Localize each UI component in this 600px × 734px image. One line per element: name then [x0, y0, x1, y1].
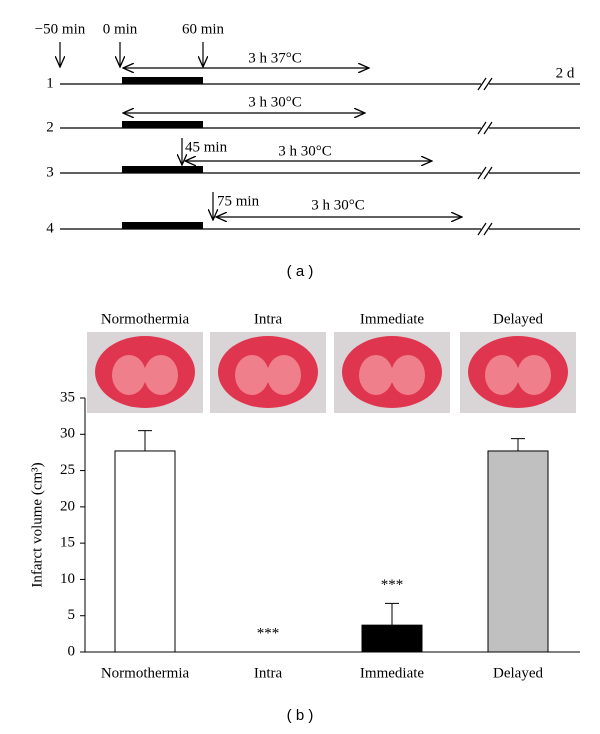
slice-image	[391, 355, 425, 395]
start-label: 45 min	[185, 139, 228, 155]
x-tick-label: Delayed	[493, 665, 543, 681]
significance: ***	[381, 577, 404, 593]
y-tick-label: 0	[68, 643, 76, 659]
x-tick-label: Immediate	[360, 665, 424, 681]
row-label: 2	[46, 119, 54, 135]
duration: 3 h 37°C	[248, 50, 302, 66]
time-label: 0 min	[103, 21, 138, 37]
duration: 3 h 30°C	[311, 197, 365, 213]
image-label: Intra	[254, 311, 283, 327]
slice-image	[112, 355, 146, 395]
panel-a: −50 min 0 min 60 min 1 3 h 37°C 2 d 2 3 …	[35, 21, 580, 280]
bar	[114, 450, 176, 653]
y-tick-label: 30	[60, 426, 75, 442]
slice-image	[267, 355, 301, 395]
duration: 3 h 30°C	[248, 94, 302, 110]
row-label: 1	[46, 75, 54, 91]
duration: 3 h 30°C	[278, 143, 332, 159]
y-tick-label: 25	[60, 462, 75, 478]
bar	[487, 450, 549, 653]
row-label: 4	[46, 220, 54, 236]
slice-image	[517, 355, 551, 395]
slice-image	[485, 355, 519, 395]
bar	[361, 624, 423, 653]
end-label: 2 d	[556, 65, 575, 81]
row-label: 3	[46, 164, 54, 180]
y-tick-label: 15	[60, 535, 75, 551]
slice-image	[235, 355, 269, 395]
start-label: 75 min	[217, 193, 260, 209]
image-label: Immediate	[360, 311, 424, 327]
y-tick-label: 5	[68, 607, 76, 623]
y-tick-label: 20	[60, 498, 75, 514]
ischemia-bar	[122, 77, 203, 84]
significance: ***	[257, 625, 280, 641]
image-label: Normothermia	[101, 311, 190, 327]
ischemia-bar	[122, 121, 203, 128]
ischemia-bar	[122, 222, 203, 229]
slice-image	[359, 355, 393, 395]
y-tick-label: 10	[60, 571, 75, 587]
y-axis-label: Infarct volume (cm³)	[29, 462, 45, 587]
caption: ( b )	[287, 707, 314, 724]
image-label: Delayed	[493, 311, 543, 327]
slice-image	[144, 355, 178, 395]
x-tick-label: Intra	[254, 665, 283, 681]
ischemia-bar	[122, 166, 203, 173]
time-label: −50 min	[35, 21, 86, 37]
axis-breaks	[477, 76, 493, 236]
caption: ( a )	[287, 263, 314, 280]
time-label: 60 min	[182, 21, 225, 37]
x-tick-label: Normothermia	[101, 665, 190, 681]
y-tick-label: 35	[60, 389, 75, 405]
